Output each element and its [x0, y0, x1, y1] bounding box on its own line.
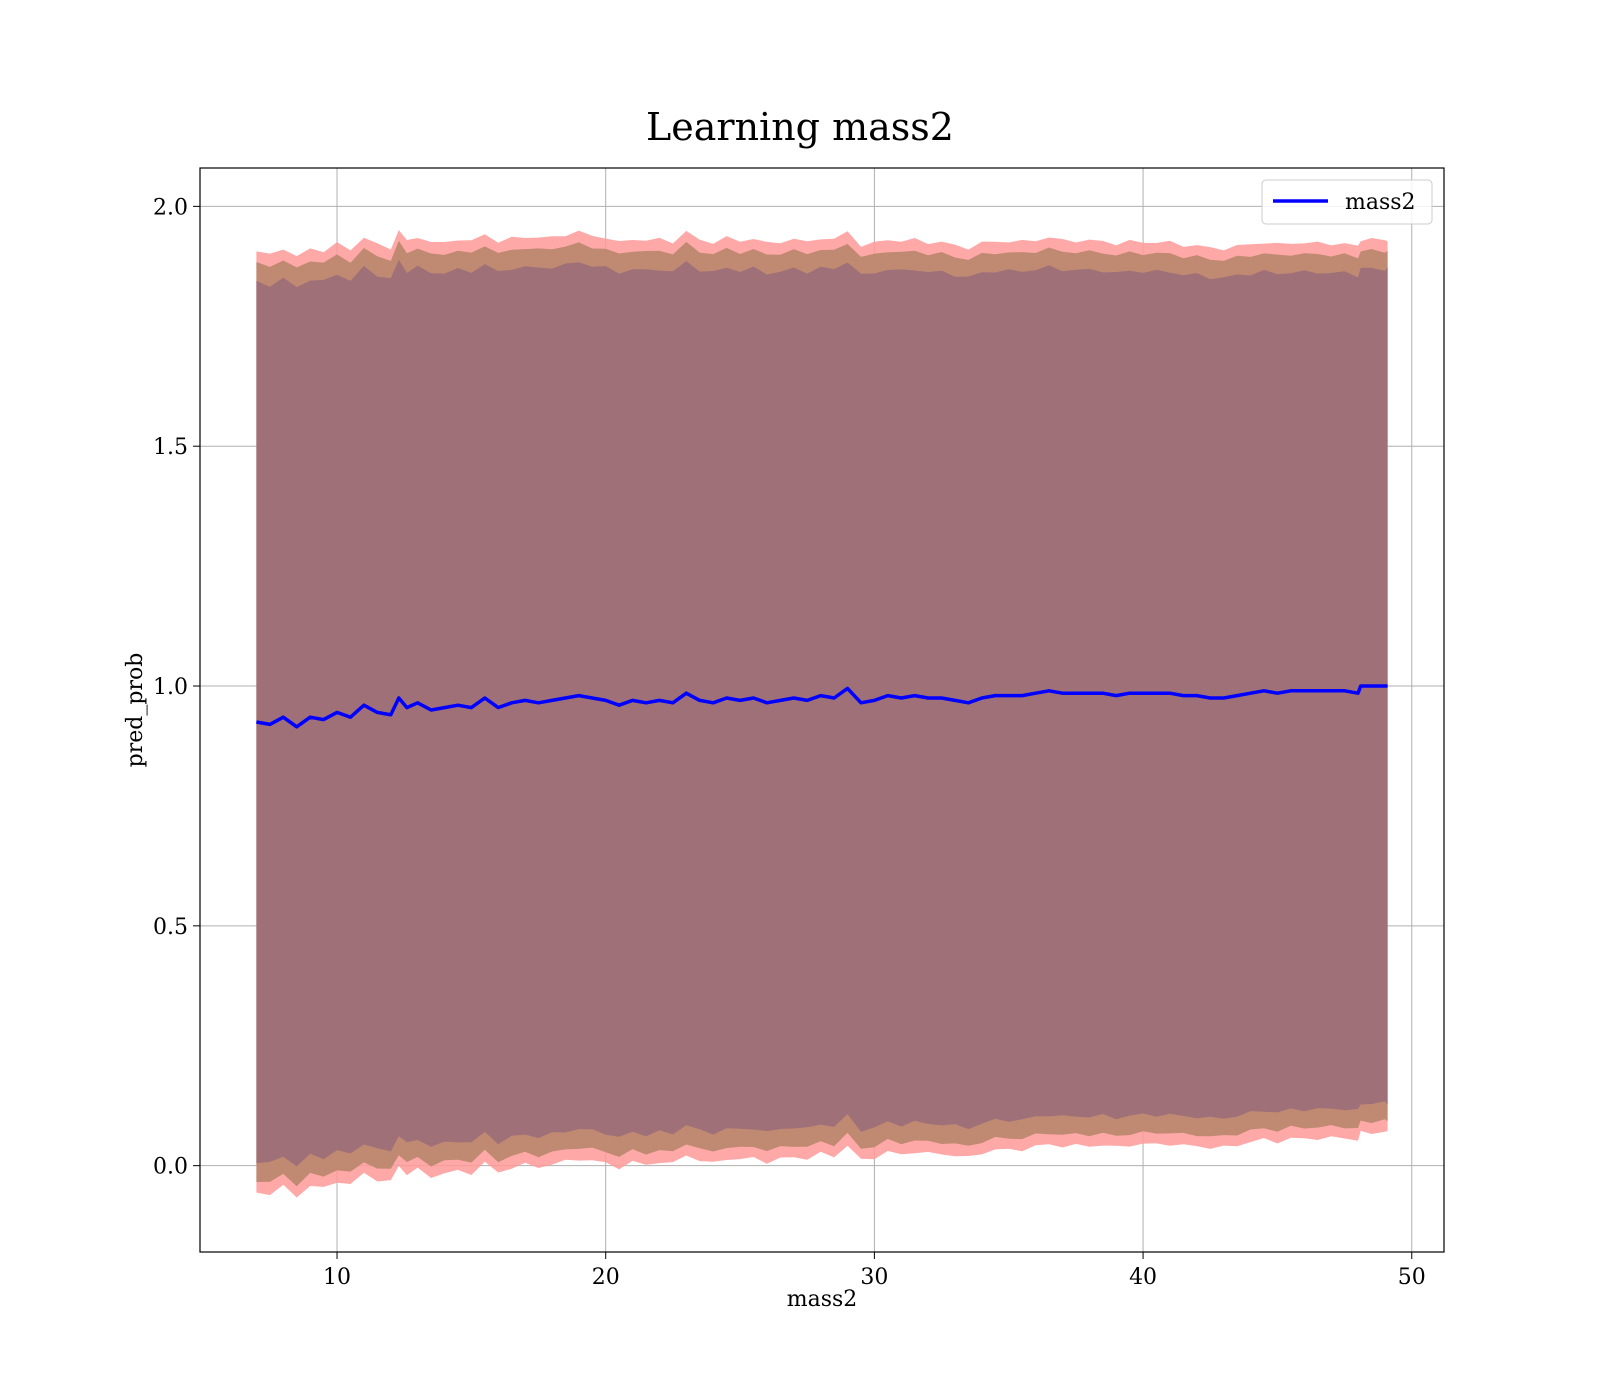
plot-frame	[199, 167, 1445, 1253]
y-axis-label: pred_prob	[123, 653, 148, 768]
legend-box	[1261, 179, 1433, 225]
series-lines	[256, 684, 1388, 729]
x-tick-label: 10	[323, 1265, 351, 1290]
x-axis: 10 20 30 40 50	[323, 1252, 1426, 1290]
legend: mass2	[1261, 179, 1433, 225]
y-tick-label: 1.0	[153, 675, 188, 700]
y-tick-label: 0.5	[153, 915, 188, 940]
y-tick-label: 1.5	[153, 435, 188, 460]
x-tick-label: 20	[592, 1265, 620, 1290]
x-tick-label: 50	[1398, 1265, 1426, 1290]
y-axis: 0.0 0.5 1.0 1.5 2.0	[153, 195, 200, 1180]
x-axis-label: mass2	[787, 1287, 858, 1312]
x-tick-label: 30	[860, 1265, 888, 1290]
band-inner	[256, 259, 1388, 1167]
x-tick-label: 40	[1129, 1265, 1157, 1290]
legend-label: mass2	[1345, 190, 1416, 215]
y-tick-label: 2.0	[153, 195, 188, 220]
series-line-mass2	[256, 684, 1388, 729]
chart-title: Learning mass2	[646, 105, 954, 149]
confidence-bands	[256, 230, 1388, 1198]
y-tick-label: 0.0	[153, 1155, 188, 1180]
